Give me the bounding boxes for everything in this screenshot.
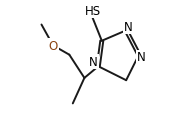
- Text: N: N: [137, 51, 146, 64]
- Text: HS: HS: [84, 5, 101, 18]
- Text: O: O: [48, 40, 58, 52]
- Text: N: N: [89, 56, 98, 69]
- Text: N: N: [124, 21, 133, 34]
